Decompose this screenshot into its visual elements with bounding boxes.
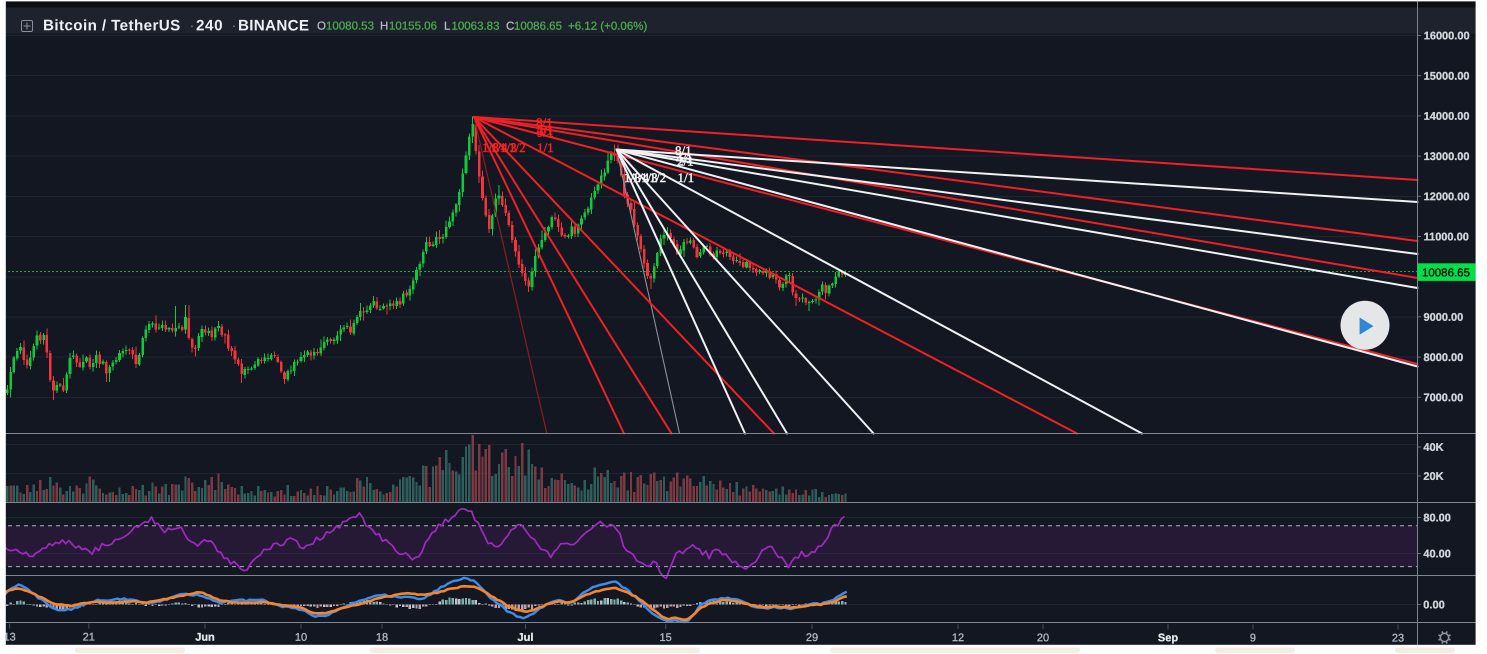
svg-text:8/1: 8/1 — [675, 143, 692, 158]
svg-text:4/1: 4/1 — [537, 122, 554, 137]
svg-text:·: · — [189, 17, 194, 34]
svg-text:40.00: 40.00 — [1423, 548, 1451, 560]
svg-text:20: 20 — [1037, 632, 1049, 644]
svg-text:4/1: 4/1 — [676, 151, 693, 166]
svg-text:Jun: Jun — [195, 632, 215, 644]
svg-text:1/2: 1/2 — [649, 170, 666, 185]
svg-text:·: · — [231, 17, 236, 34]
svg-text:1/1: 1/1 — [677, 170, 694, 185]
svg-text:10063.83: 10063.83 — [451, 21, 499, 33]
svg-text:15000.00: 15000.00 — [1424, 71, 1470, 83]
svg-text:O: O — [317, 20, 326, 32]
svg-text:11000.00: 11000.00 — [1424, 231, 1469, 243]
svg-text:240: 240 — [196, 17, 223, 34]
svg-text:23: 23 — [1392, 632, 1404, 644]
svg-text:10155.06: 10155.06 — [389, 21, 437, 33]
svg-text:1/3: 1/3 — [641, 170, 658, 185]
svg-text:29: 29 — [806, 632, 818, 644]
svg-text:10: 10 — [295, 632, 307, 644]
svg-text:H: H — [380, 21, 388, 33]
svg-text:1/4: 1/4 — [491, 140, 508, 155]
svg-text:1/8: 1/8 — [624, 170, 641, 185]
svg-text:15: 15 — [660, 632, 672, 644]
svg-text:8000.00: 8000.00 — [1423, 352, 1463, 364]
svg-text:16000.00: 16000.00 — [1424, 30, 1470, 42]
svg-text:13: 13 — [3, 631, 15, 643]
svg-text:80.00: 80.00 — [1423, 512, 1451, 524]
svg-text:10086.65: 10086.65 — [514, 21, 562, 33]
svg-text:1/1: 1/1 — [537, 140, 554, 155]
svg-text:8/1: 8/1 — [536, 115, 553, 130]
svg-text:BINANCE: BINANCE — [238, 17, 309, 34]
svg-text:Jul: Jul — [518, 632, 534, 644]
svg-text:20K: 20K — [1423, 471, 1443, 483]
svg-text:13000.00: 13000.00 — [1424, 151, 1470, 163]
svg-text:L: L — [444, 21, 451, 33]
svg-text:14000.00: 14000.00 — [1424, 111, 1470, 123]
svg-text:12: 12 — [952, 632, 964, 644]
svg-text:2/1: 2/1 — [677, 154, 694, 169]
svg-text:9: 9 — [1250, 632, 1256, 644]
svg-text:10080.53: 10080.53 — [326, 20, 374, 32]
svg-text:+6.12 (+0.06%): +6.12 (+0.06%) — [568, 21, 647, 33]
svg-text:Bitcoin / TetherUS: Bitcoin / TetherUS — [43, 17, 181, 34]
svg-text:10086.65: 10086.65 — [1422, 267, 1470, 279]
svg-text:1/3: 1/3 — [500, 140, 517, 155]
svg-text:9000.00: 9000.00 — [1424, 312, 1464, 324]
svg-text:18: 18 — [376, 632, 388, 644]
svg-text:C: C — [506, 21, 514, 33]
svg-text:Sep: Sep — [1158, 632, 1178, 644]
svg-text:21: 21 — [83, 632, 95, 644]
svg-text:1/4: 1/4 — [632, 170, 649, 185]
svg-text:7000.00: 7000.00 — [1423, 392, 1463, 404]
svg-text:1/8: 1/8 — [482, 140, 499, 155]
svg-text:0.00: 0.00 — [1423, 599, 1444, 611]
svg-text:12000.00: 12000.00 — [1424, 191, 1470, 203]
svg-text:3/1: 3/1 — [537, 124, 554, 139]
svg-text:1/2: 1/2 — [509, 140, 526, 155]
svg-text:40K: 40K — [1423, 442, 1443, 454]
